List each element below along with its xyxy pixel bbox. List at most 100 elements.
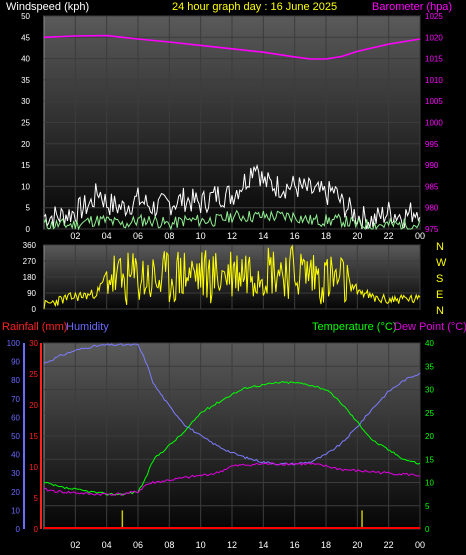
x-tick-label: 02 <box>70 231 80 241</box>
y-tick-label: 5 <box>34 494 39 503</box>
y-tick-label: 0 <box>34 525 39 534</box>
x-tick-label: 16 <box>290 540 300 550</box>
y-tick-label: 40 <box>11 451 20 460</box>
y-tick-label: 990 <box>425 161 439 170</box>
x-tick-label: 22 <box>384 231 394 241</box>
y-tick-label: 0 <box>16 525 21 534</box>
y-tick-label: 975 <box>425 225 439 234</box>
y-tick-label: 270 <box>23 257 37 266</box>
humidity-tick-labels: 0 10 20 30 40 50 60 70 80 90 100 <box>7 339 21 534</box>
y-tick-label: 35 <box>21 76 30 85</box>
x-tick-label: 22 <box>384 540 394 550</box>
y-tick-label: 180 <box>23 273 37 282</box>
x-tick-label: 04 <box>102 231 112 241</box>
humidity-axis-title: Humidity <box>66 321 109 333</box>
y-tick-label: 0 <box>26 225 31 234</box>
y-tick-label: 1000 <box>425 119 443 128</box>
y-tick-label: 10 <box>21 182 30 191</box>
y-tick-label: 80 <box>11 376 20 385</box>
y-tick-label: 1010 <box>425 76 443 85</box>
x-tick-label: 18 <box>321 231 331 241</box>
y-tick-label: 5 <box>26 204 31 213</box>
y-tick-label: 20 <box>425 432 434 441</box>
wind-pressure-x-tick-labels: 02 04 06 08 10 12 14 16 18 20 22 00 <box>70 231 425 241</box>
graph-title: 24 hour graph day : 16 June 2025 <box>172 1 337 13</box>
y-tick-label: 30 <box>21 97 30 106</box>
temperature-line <box>43 381 421 496</box>
y-tick-label: 985 <box>425 182 439 191</box>
y-tick-label: 995 <box>425 140 439 149</box>
barometer-tick-labels: 975 980 985 990 995 1000 1005 1010 1015 1020 1025 <box>425 12 443 234</box>
x-tick-label: 14 <box>258 231 268 241</box>
x-tick-label: 00 <box>415 540 425 550</box>
y-tick-label: 90 <box>11 358 20 367</box>
y-tick-label: 60 <box>11 413 20 422</box>
y-tick-label: 40 <box>21 55 30 64</box>
y-tick-label: 25 <box>21 119 30 128</box>
y-tick-label: 30 <box>425 386 434 395</box>
wind-pressure-series <box>43 34 421 231</box>
y-tick-label: 10 <box>425 479 434 488</box>
y-tick-label: 40 <box>425 339 434 348</box>
y-tick-label: 0 <box>32 305 37 314</box>
humidity-line <box>43 343 421 466</box>
compass-south: S <box>436 273 443 285</box>
barometer-axis-title: Barometer (hpa) <box>372 1 452 13</box>
y-tick-label: 30 <box>11 469 20 478</box>
temp-humidity-x-tick-labels: 02 04 06 08 10 12 14 16 18 20 22 00 <box>70 540 425 550</box>
y-tick-label: 35 <box>425 362 434 371</box>
y-tick-label: 1025 <box>425 12 443 21</box>
y-tick-label: 25 <box>425 409 434 418</box>
windspeed-axis-title: Windspeed (kph) <box>6 1 89 13</box>
compass-east: E <box>436 289 443 301</box>
y-tick-label: 50 <box>21 12 30 21</box>
wind-direction-line <box>43 244 421 310</box>
x-tick-label: 00 <box>415 231 425 241</box>
wind-gust-line <box>43 163 421 230</box>
wind-pressure-grid <box>44 15 421 230</box>
y-tick-label: 360 <box>23 241 37 250</box>
y-tick-label: 20 <box>11 488 20 497</box>
y-tick-label: 50 <box>11 432 20 441</box>
temperature-axis-title: Temperature (°C) <box>312 321 396 333</box>
x-tick-label: 02 <box>70 540 80 550</box>
wind-direction-tick-labels: 0 90 180 270 360 <box>23 241 37 314</box>
y-tick-label: 15 <box>29 432 38 441</box>
y-tick-label: 10 <box>11 506 20 515</box>
y-tick-label: 20 <box>21 140 30 149</box>
compass-west: W <box>436 257 447 269</box>
x-tick-label: 10 <box>196 231 206 241</box>
rainfall-tick-labels: 0 5 10 15 20 25 30 <box>29 339 38 534</box>
temperature-tick-labels: 0 5 10 15 20 25 30 35 40 <box>425 339 434 534</box>
dewpoint-axis-title: Dew Point (°C) <box>394 321 466 333</box>
windspeed-tick-labels: 0 5 10 15 20 25 30 35 40 45 50 <box>21 12 30 234</box>
y-tick-label: 70 <box>11 395 20 404</box>
x-tick-label: 12 <box>227 231 237 241</box>
y-tick-label: 20 <box>29 401 38 410</box>
y-tick-label: 100 <box>7 339 21 348</box>
y-tick-label: 0 <box>425 525 430 534</box>
rainfall-axis-title: Rainfall (mm) <box>2 321 67 333</box>
x-tick-label: 06 <box>133 540 143 550</box>
y-tick-label: 15 <box>425 455 434 464</box>
compass-north-top: N <box>436 241 444 253</box>
compass-labels: N W S E N <box>436 241 447 317</box>
temp-humidity-series <box>43 343 421 529</box>
y-tick-label: 45 <box>21 33 30 42</box>
x-tick-label: 06 <box>133 231 143 241</box>
y-tick-label: 1020 <box>425 33 443 42</box>
x-tick-label: 18 <box>321 540 331 550</box>
wind-direction-series <box>43 244 421 310</box>
y-tick-label: 30 <box>29 339 38 348</box>
temp-humidity-rain-panel: 0 10 20 30 40 50 60 70 80 90 100 0 5 10 15 20 25 30 0 5 10… <box>7 339 435 550</box>
y-tick-label: 10 <box>29 463 38 472</box>
compass-north-bottom: N <box>436 305 444 317</box>
y-tick-label: 25 <box>29 370 38 379</box>
y-tick-label: 980 <box>425 204 439 213</box>
pressure-line <box>43 34 421 60</box>
x-tick-label: 10 <box>196 540 206 550</box>
x-tick-label: 08 <box>164 540 174 550</box>
wind-average-line <box>43 209 421 231</box>
x-tick-label: 04 <box>102 540 112 550</box>
